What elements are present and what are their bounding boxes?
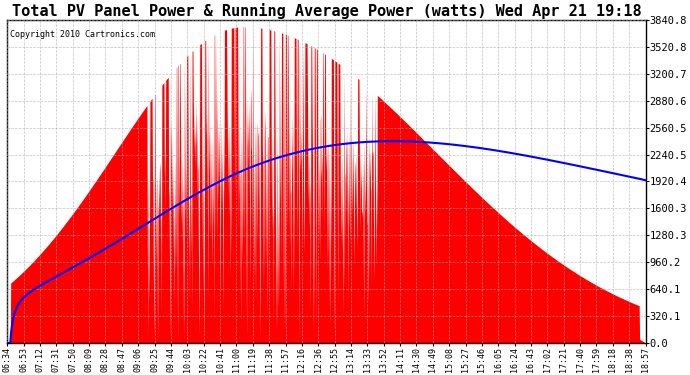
Title: Total PV Panel Power & Running Average Power (watts) Wed Apr 21 19:18: Total PV Panel Power & Running Average P… bbox=[12, 3, 641, 19]
Text: Copyright 2010 Cartronics.com: Copyright 2010 Cartronics.com bbox=[10, 30, 155, 39]
